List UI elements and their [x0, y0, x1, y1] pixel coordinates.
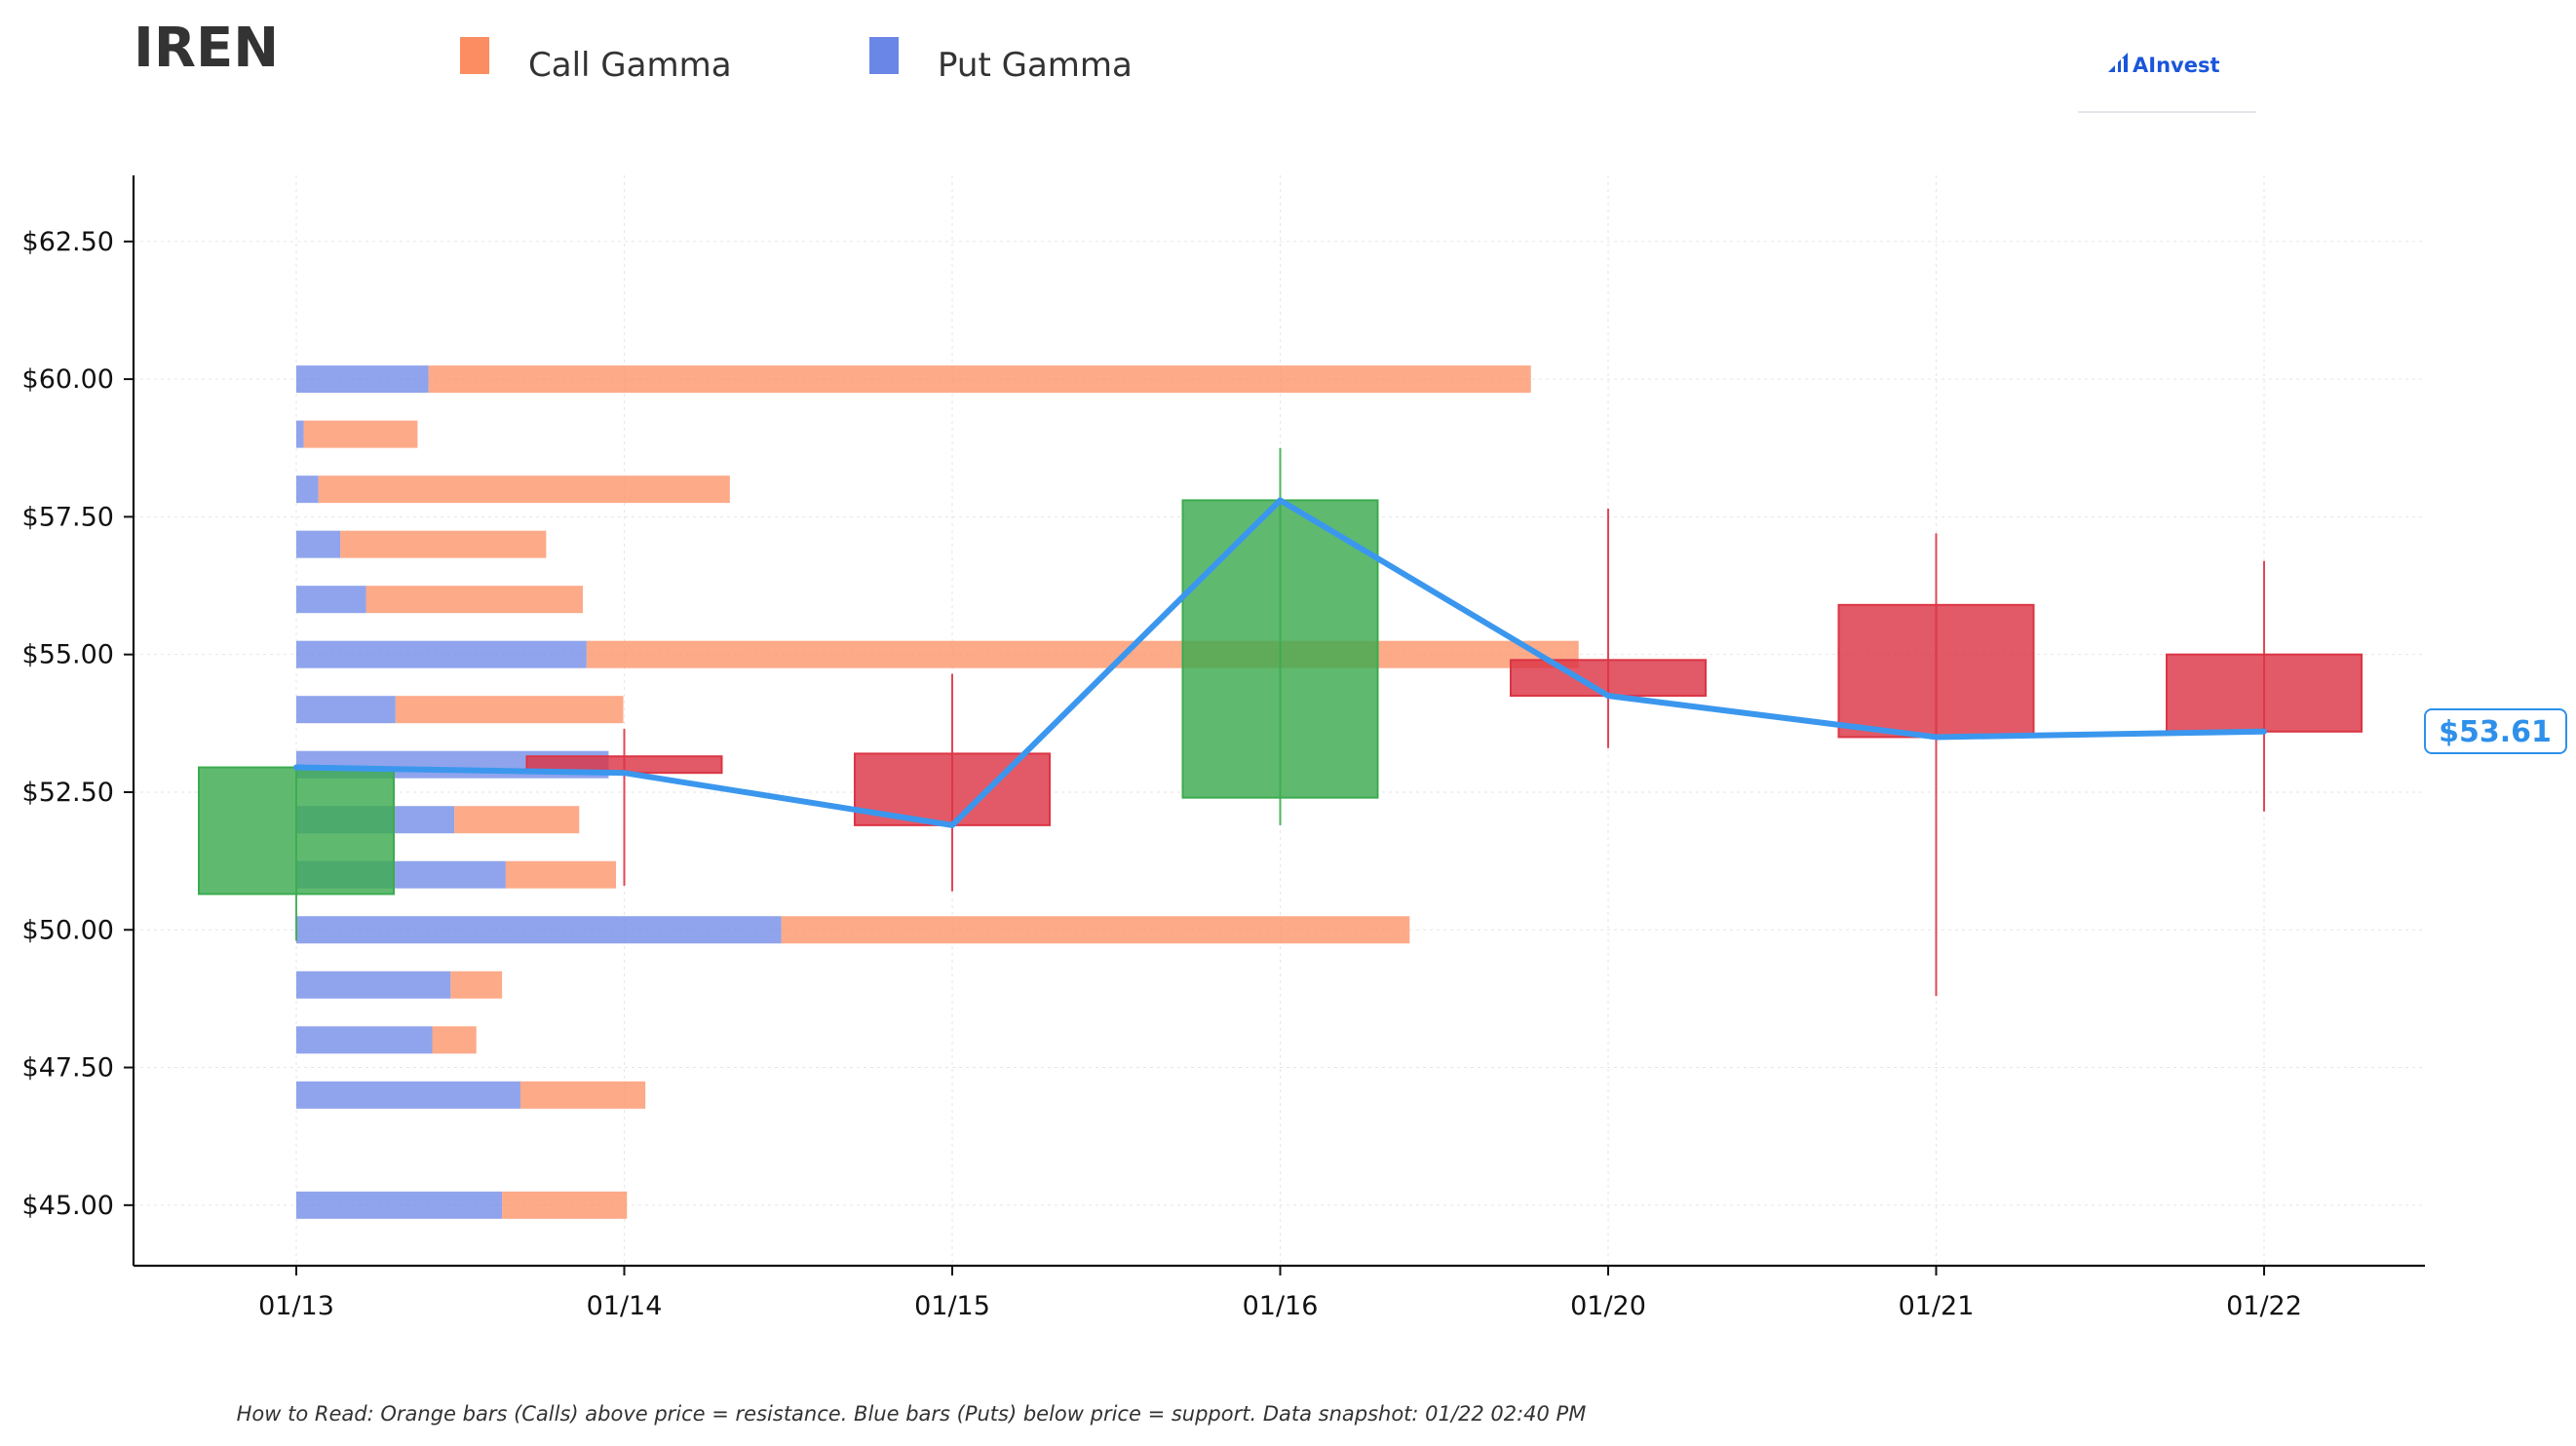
legend: Call Gamma Put Gamma	[460, 37, 1133, 85]
x-tick-label: 01/13	[258, 1291, 334, 1321]
candle-body	[198, 766, 395, 895]
y-tick-label: $60.00	[22, 364, 114, 395]
put-gamma-bar	[296, 420, 304, 448]
candle-body	[1181, 499, 1379, 799]
put-gamma-bar	[296, 640, 587, 668]
candle-body	[2166, 653, 2363, 733]
put-gamma-bar	[296, 586, 366, 614]
put-gamma-bar	[296, 970, 451, 999]
x-tick-label: 01/21	[1899, 1291, 1975, 1321]
y-tick-label: $50.00	[22, 915, 114, 945]
call-gamma-bar	[519, 1081, 646, 1109]
put-gamma-bar	[296, 1081, 520, 1109]
logo-text: AInvest	[2133, 54, 2220, 77]
legend-label-call: Call Gamma	[528, 46, 732, 85]
put-gamma-bar	[296, 696, 396, 724]
put-gamma-bar	[296, 916, 782, 944]
close-price-line	[293, 497, 2267, 828]
call-gamma-bar	[450, 970, 503, 999]
current-price-box	[2424, 708, 2567, 754]
put-gamma-bar	[296, 365, 429, 394]
candle-body	[1510, 659, 1707, 698]
x-ticks: 01/13 01/14 01/15 01/16 01/20 01/21 01/22	[258, 1266, 2302, 1321]
legend-swatch-put	[869, 37, 899, 74]
y-tick-label: $47.50	[22, 1053, 114, 1084]
put-gamma-bar	[296, 1191, 503, 1219]
x-tick-label: 01/14	[587, 1291, 663, 1321]
chart-title: IREN	[134, 17, 279, 80]
call-gamma-bar	[505, 860, 616, 889]
call-gamma-bar	[428, 365, 1531, 394]
call-gamma-bar	[586, 640, 1579, 668]
y-tick-label: $62.50	[22, 227, 114, 257]
put-gamma-bar	[296, 476, 319, 504]
call-gamma-bar	[502, 1191, 628, 1219]
y-tick-label: $52.50	[22, 778, 114, 808]
x-tick-label: 01/22	[2226, 1291, 2302, 1321]
call-gamma-bar	[340, 530, 547, 558]
current-price-label: $53.61	[2424, 708, 2567, 754]
candle-body	[1837, 603, 2035, 739]
put-gamma-bar	[296, 1026, 433, 1054]
close-line	[293, 497, 2267, 828]
call-gamma-bar	[781, 916, 1410, 944]
y-tick-label: $55.00	[22, 640, 114, 670]
call-gamma-bar	[318, 476, 730, 504]
x-tick-label: 01/16	[1243, 1291, 1319, 1321]
logo-mark-icon	[2108, 53, 2128, 72]
call-gamma-bar	[395, 696, 624, 724]
legend-swatch-call	[460, 37, 489, 74]
current-price-text: $53.61	[2439, 715, 2552, 749]
call-gamma-bar	[432, 1026, 477, 1054]
call-gamma-bar	[303, 420, 418, 448]
gamma-bars	[296, 365, 1579, 1219]
legend-label-put: Put Gamma	[938, 46, 1133, 85]
y-ticks: $45.00 $47.50 $50.00 $52.50 $55.00 $57.50 $60.…	[22, 227, 134, 1221]
x-tick-label: 01/20	[1570, 1291, 1646, 1321]
y-tick-label: $45.00	[22, 1191, 114, 1221]
x-tick-label: 01/15	[914, 1291, 990, 1321]
candles	[198, 447, 2363, 997]
put-gamma-bar	[296, 530, 341, 558]
call-gamma-bar	[365, 586, 584, 614]
ainvest-logo: AInvest	[2078, 53, 2256, 113]
y-tick-label: $57.50	[22, 502, 114, 532]
footnote: How to Read: Orange bars (Calls) above p…	[237, 1402, 1587, 1426]
call-gamma-bar	[454, 806, 580, 834]
